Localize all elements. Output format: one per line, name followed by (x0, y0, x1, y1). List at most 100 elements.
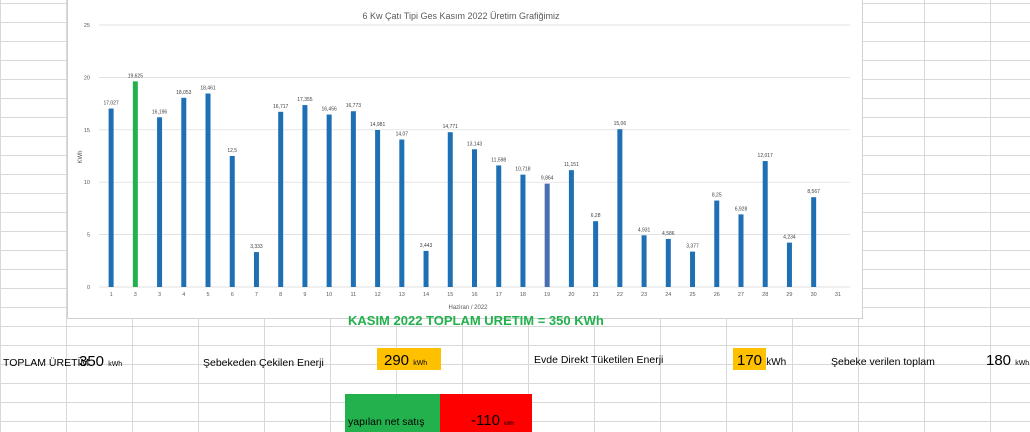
bar (278, 111, 284, 287)
bar-value-label: 4,586 (662, 231, 675, 237)
x-tick-label: 10 (326, 292, 332, 298)
grid-draw-value: 290 kWh (384, 352, 428, 369)
bar (157, 117, 163, 287)
direct-consumption-label: Evde Direkt Tüketilen Enerji (534, 354, 664, 366)
x-tick-label: 8 (279, 292, 282, 298)
net-sales-value: -110 kWh (471, 412, 515, 429)
x-tick-label: 5 (206, 292, 209, 298)
bar-value-label: 9,864 (541, 176, 554, 182)
bar (520, 174, 526, 287)
bar-value-labels: 17,027 19,625 16,196 18,053 18,461 12,5 3,333 1… (103, 73, 820, 250)
x-tick-label: 1 (110, 292, 113, 298)
x-tick-label: 21 (593, 292, 599, 298)
bar (326, 114, 332, 287)
bar (617, 129, 623, 287)
x-tick-label: 27 (738, 292, 744, 298)
x-tick-label: 31 (835, 292, 841, 298)
x-tick-label: 4 (182, 292, 185, 298)
x-tick-label: 20 (568, 292, 574, 298)
x-tick-label: 11 (351, 292, 357, 298)
y-tick-label: 10 (84, 180, 90, 186)
bar-value-label: 4,931 (638, 227, 651, 233)
bar-value-label: 11,598 (491, 157, 506, 163)
bar (350, 111, 356, 287)
bar-value-label: 16,717 (273, 104, 289, 110)
x-tick-label: 3 (158, 292, 161, 298)
bar (690, 251, 696, 287)
bar-value-label: 19,625 (128, 73, 144, 79)
bar-value-label: 8,25 (712, 193, 722, 199)
x-tick-label: 23 (641, 292, 647, 298)
bar (447, 132, 453, 287)
bar-value-label: 13,143 (467, 141, 483, 147)
bar (302, 105, 308, 287)
y-tick-label: 15 (84, 128, 90, 134)
bar-value-label: 17,027 (103, 101, 119, 107)
x-tick-label: 26 (714, 292, 720, 298)
bar (375, 129, 381, 287)
bar (205, 93, 211, 287)
monthly-total-banner: KASIM 2022 TOPLAM URETIM = 350 KWh (348, 313, 604, 328)
grid-fed-value: 180 kWh (986, 352, 1030, 369)
x-tick-label: 18 (520, 292, 526, 298)
x-tick-label: 30 (811, 292, 817, 298)
x-tick-label: 29 (786, 292, 792, 298)
bar-value-label: 12,017 (758, 153, 774, 159)
bar-value-label: 4,234 (783, 235, 796, 241)
y-axis-ticks: 0 5 10 15 20 25 (84, 23, 90, 291)
bar (472, 149, 477, 287)
bar-value-label: 16,196 (152, 109, 168, 115)
x-axis-title: Haziran / 2022 (448, 305, 488, 311)
bar-value-label: 16,773 (346, 103, 362, 109)
total-production-label: TOPLAM ÜRETİM (3, 357, 90, 369)
bar (229, 156, 235, 287)
x-tick-label: 17 (496, 292, 502, 298)
bar (811, 197, 817, 287)
bar-value-label: 17,355 (297, 97, 313, 103)
net-sales-label: yapılan net satış (348, 416, 425, 428)
y-tick-label: 5 (87, 233, 90, 239)
x-tick-label: 13 (399, 292, 405, 298)
x-tick-label: 12 (375, 292, 381, 298)
bar-value-label: 14,771 (443, 124, 459, 130)
bar-value-label: 3,377 (686, 244, 699, 250)
x-tick-label: 14 (423, 292, 429, 298)
bar-value-label: 3,443 (420, 243, 433, 249)
total-production-value: 350 kWh (79, 353, 123, 370)
bar-value-label: 14,07 (396, 132, 409, 138)
y-tick-label: 0 (87, 285, 90, 291)
bar (132, 81, 138, 287)
bar (181, 97, 187, 287)
bar-chart: 6 Kw Çatı Tipi Ges Kasım 2022 Üretim Gra… (78, 11, 850, 311)
bar-value-label: 18,053 (176, 90, 192, 96)
bar (399, 139, 405, 287)
bar (665, 238, 671, 287)
x-tick-label: 9 (303, 292, 306, 298)
grid-draw-label: Şebekeden Çekilen Enerji (203, 357, 324, 369)
bar-value-label: 16,456 (321, 107, 337, 113)
bar-value-label: 11,151 (564, 162, 579, 168)
direct-consumption-highlight (733, 348, 766, 370)
net-sales-label-cell: yapılan net satış (345, 394, 440, 432)
grid-draw-highlight (377, 348, 441, 370)
bar (593, 221, 599, 287)
bar-value-label: 10,718 (515, 167, 531, 173)
bar (496, 165, 502, 287)
bar-value-label: 12,5 (227, 148, 237, 154)
bar (568, 170, 574, 287)
bar (641, 235, 647, 287)
x-tick-label: 6 (231, 292, 234, 298)
x-tick-label: 3 (134, 292, 137, 298)
x-tick-label: 24 (665, 292, 671, 298)
direct-consumption-value: 170 kWh (737, 352, 787, 369)
bar (544, 183, 550, 287)
bar-value-label: 8,567 (807, 189, 820, 195)
bar-value-label: 14,981 (370, 122, 386, 128)
chart-title: 6 Kw Çatı Tipi Ges Kasım 2022 Üretim Gra… (362, 11, 560, 21)
x-tick-label: 25 (689, 292, 695, 298)
bar (786, 242, 792, 287)
x-tick-label: 22 (617, 292, 623, 298)
bar-value-label: 15,06 (614, 121, 627, 127)
bar (423, 250, 429, 287)
x-tick-label: 15 (447, 292, 453, 298)
